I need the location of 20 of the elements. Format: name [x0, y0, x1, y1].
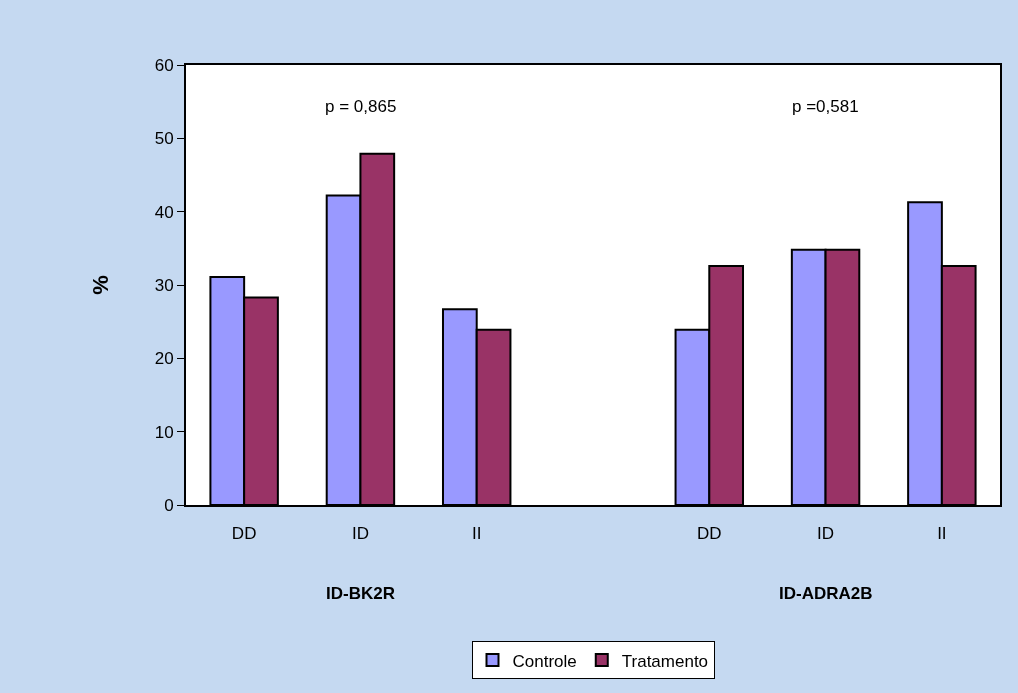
x-tick-label: II: [937, 524, 947, 544]
y-tick-label: 30: [154, 275, 174, 295]
y-tick-label: 60: [154, 55, 174, 75]
x-tick-label: ID: [351, 524, 369, 544]
x-tick-label: ID: [817, 524, 835, 544]
y-tick-label: 0: [164, 495, 174, 515]
text: ID-ADRA2B: [779, 584, 873, 603]
annotation: p = 0,865: [325, 97, 397, 116]
legend-label: Controle: [512, 651, 577, 671]
y-tick-label: 40: [154, 202, 174, 222]
annotation: p =0,581: [792, 97, 859, 116]
x-tick-label: DD: [231, 524, 257, 544]
y-tick-label: 10: [154, 422, 174, 442]
y-tick-label: 20: [154, 349, 174, 369]
y-tick-label: 50: [154, 129, 174, 149]
x-tick-label: II: [471, 524, 482, 544]
x-tick-label: DD: [697, 524, 722, 544]
text: ID-BK2R: [326, 584, 395, 603]
y-axis-title: %: [87, 275, 113, 295]
legend-label: Tratamento: [621, 651, 709, 671]
